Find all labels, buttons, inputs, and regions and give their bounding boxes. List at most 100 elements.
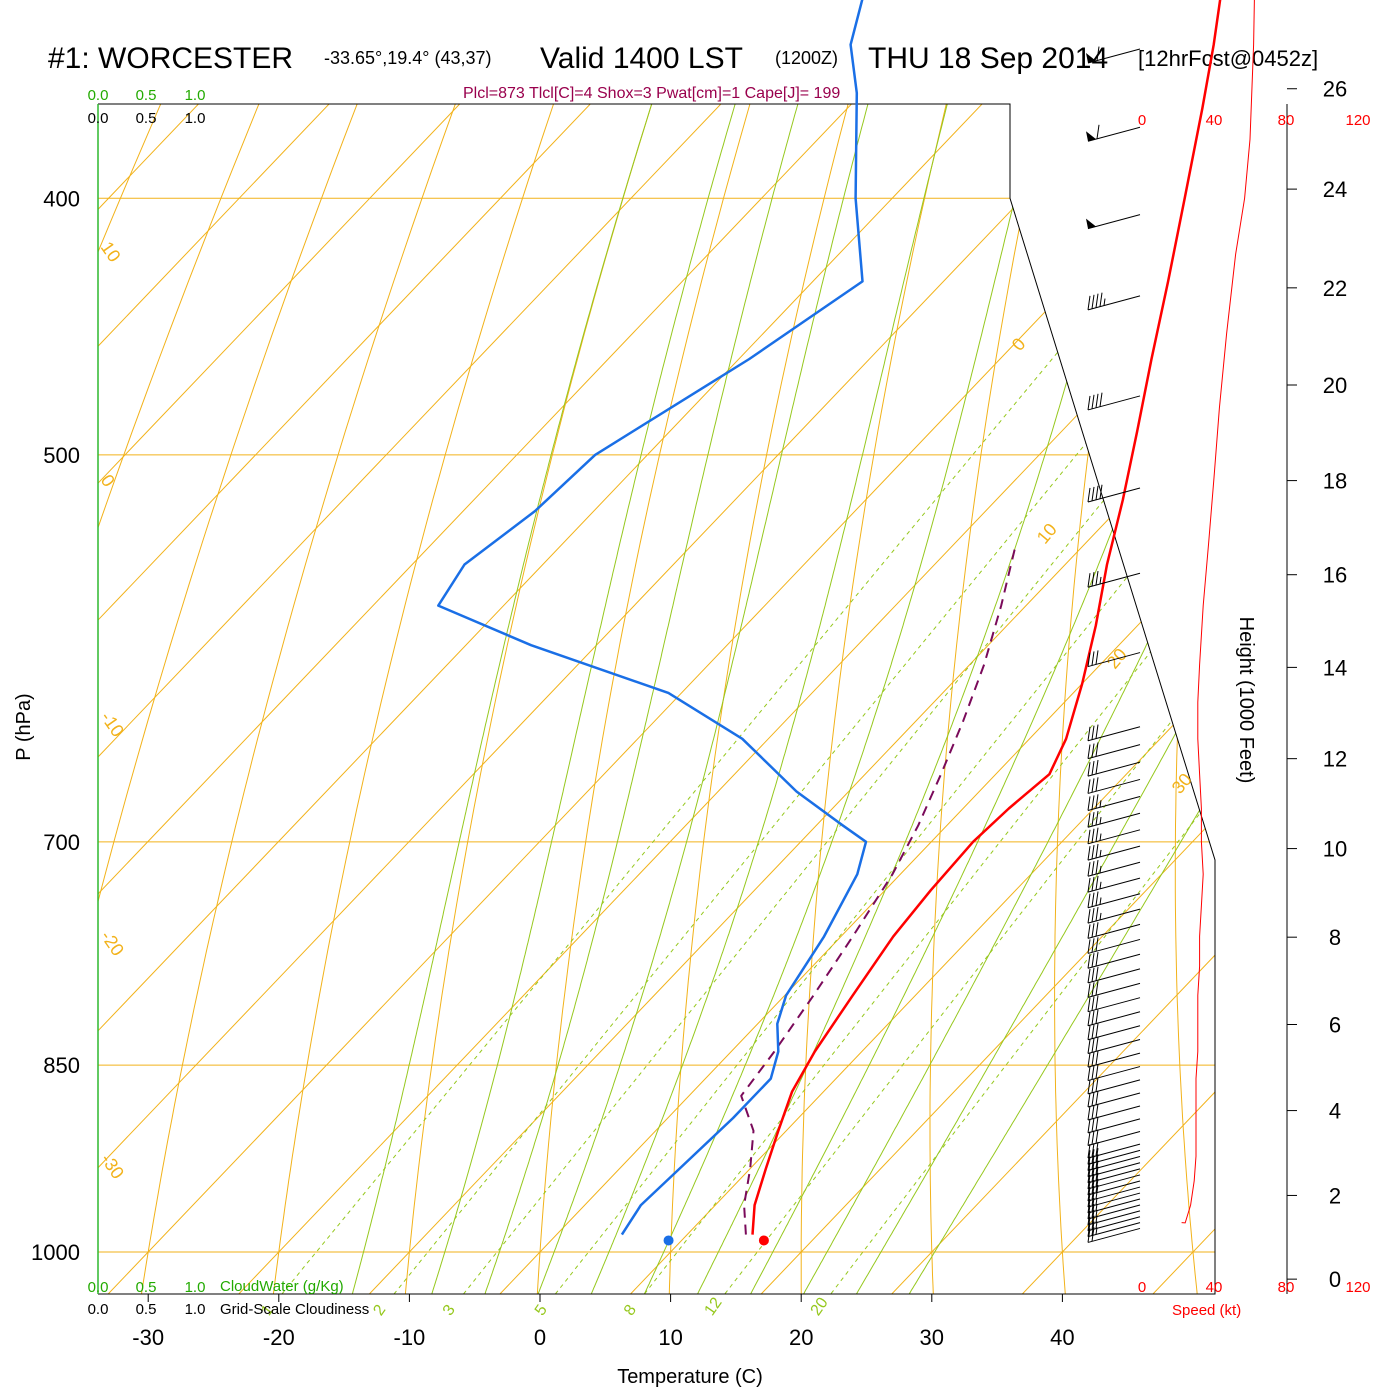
wind-barb-feather bbox=[1095, 1064, 1099, 1079]
temperature-line bbox=[751, 0, 1222, 1235]
station-coords: -33.65°,19.4° (43,37) bbox=[324, 48, 492, 68]
pressure-tick-label: 1000 bbox=[31, 1240, 80, 1265]
wind-barb-feather bbox=[1091, 1203, 1095, 1218]
isotherm-line bbox=[1128, 104, 1215, 1294]
moist-adiabat bbox=[736, 104, 1215, 1294]
dry-adiabat bbox=[1054, 104, 1215, 1294]
moist-adiabat bbox=[475, 104, 895, 1294]
wind-barb-staff bbox=[1087, 487, 1141, 503]
wind-barb-feather bbox=[1095, 1023, 1099, 1038]
wind-barb-staff bbox=[1087, 1011, 1141, 1027]
dry-adiabat bbox=[98, 104, 565, 1294]
isotherm-line bbox=[98, 104, 1215, 1294]
wind-barb-feather bbox=[1095, 650, 1099, 665]
wind-barb-staff bbox=[1087, 1143, 1141, 1159]
wind-barb-feather bbox=[1095, 1077, 1099, 1092]
mixing-ratio-label: 8 bbox=[621, 1302, 640, 1319]
wind-barb-feather bbox=[1095, 875, 1099, 890]
cloudiness-scale-label: 1.0 bbox=[185, 110, 206, 127]
pressure-tick-label: 500 bbox=[43, 443, 80, 468]
wind-barb-feather bbox=[1095, 393, 1099, 408]
forecast-info: [12hrFcst@0452z] bbox=[1138, 46, 1318, 71]
wind-barb-feather bbox=[1095, 724, 1099, 739]
wind-barb-feather bbox=[1087, 1168, 1091, 1183]
cloudwater-scale-label: 0.0 bbox=[88, 87, 109, 104]
wind-barb-feather bbox=[1087, 968, 1091, 983]
wind-barb-feather bbox=[1087, 997, 1091, 1012]
isotherm-label: -30 bbox=[97, 1150, 128, 1183]
wind-barb-feather bbox=[1091, 1038, 1095, 1053]
wind-barb-feather bbox=[1099, 484, 1103, 499]
cloudiness-scale-label: 1.0 bbox=[185, 1301, 206, 1318]
cloudwater-scale-label: 0.0 bbox=[88, 1279, 109, 1296]
wind-barb-feather bbox=[1091, 1155, 1095, 1170]
wind-barb-feather bbox=[1091, 743, 1095, 758]
wind-barb-feather bbox=[1087, 573, 1091, 588]
height-tick-label: 12 bbox=[1323, 747, 1347, 772]
wind-barb-feather bbox=[1091, 938, 1095, 953]
dry-adiabat bbox=[137, 104, 651, 1294]
height-tick-label: 24 bbox=[1323, 177, 1347, 202]
wind-barb-feather bbox=[1091, 908, 1095, 923]
wind-barb-half-feather bbox=[1099, 833, 1102, 841]
wind-barb-feather bbox=[1087, 813, 1091, 828]
wind-barb-feather bbox=[1091, 1161, 1095, 1176]
wind-barb-half-feather bbox=[1099, 800, 1102, 808]
wind-barb-staff bbox=[1087, 982, 1141, 998]
wind-barb-feather bbox=[1095, 827, 1099, 842]
mixing-ratio-label: 12 bbox=[701, 1295, 725, 1319]
wind-barb-half-feather bbox=[1099, 816, 1102, 825]
wind-barb-feather bbox=[1087, 1186, 1091, 1202]
wind-barb-feather bbox=[1096, 46, 1100, 61]
pressure-tick-label: 700 bbox=[43, 830, 80, 855]
wind-barb-feather bbox=[1087, 744, 1091, 759]
isotherm-label: 10 bbox=[97, 238, 125, 266]
height-tick-label: 0 bbox=[1329, 1267, 1341, 1292]
wind-barb-feather bbox=[1095, 1090, 1099, 1105]
isotherm-line bbox=[98, 104, 1215, 1294]
wind-barb-feather bbox=[1087, 939, 1091, 954]
speed-tick-label-bottom: 120 bbox=[1345, 1279, 1370, 1296]
wind-barb-feather bbox=[1087, 893, 1091, 908]
wind-barb-feather bbox=[1095, 966, 1099, 981]
wind-barb-feather bbox=[1091, 996, 1095, 1011]
wind-barb-feather bbox=[1095, 859, 1099, 875]
wind-barb-feather bbox=[1095, 570, 1099, 586]
wind-barb-feather bbox=[1087, 1066, 1091, 1081]
isotherm-line bbox=[98, 104, 1147, 1294]
wind-barb-feather bbox=[1087, 862, 1091, 877]
isotherm-line bbox=[475, 104, 1215, 1294]
mixing-ratio-line bbox=[443, 197, 1215, 1294]
background-grid bbox=[98, 104, 1215, 1294]
mixing-ratio-line bbox=[624, 197, 1215, 1294]
wind-barb-staff bbox=[1087, 395, 1141, 411]
height-tick-label: 16 bbox=[1323, 563, 1347, 588]
wind-barb-half-feather bbox=[1099, 881, 1102, 889]
wind-barb-feather bbox=[1087, 295, 1091, 310]
wind-barb-feather bbox=[1091, 486, 1095, 501]
wind-barb-staff bbox=[1087, 1186, 1141, 1202]
wind-barb-staff bbox=[1087, 861, 1141, 877]
mixing-ratio-line bbox=[373, 197, 1215, 1294]
cloudiness-scale-label: 0.0 bbox=[88, 110, 109, 127]
mixing-ratio-label: 20 bbox=[808, 1295, 832, 1319]
cloudwater-scale-label: 1.0 bbox=[185, 87, 206, 104]
moist-adiabat bbox=[423, 104, 805, 1294]
wind-barb-staff bbox=[1087, 893, 1141, 909]
height-tick-label: 10 bbox=[1323, 837, 1347, 862]
wind-barb-feather bbox=[1087, 954, 1091, 969]
wind-barb-half-feather bbox=[1099, 849, 1102, 857]
x-tick-label: -20 bbox=[263, 1325, 295, 1350]
wind-barb-staff bbox=[1087, 1052, 1141, 1068]
wind-barb-feather bbox=[1087, 1092, 1091, 1108]
wind-barb-half-feather bbox=[1099, 865, 1102, 874]
wind-barb-staff bbox=[1087, 1174, 1141, 1190]
wind-barb-feather bbox=[1099, 292, 1103, 307]
cloudwater-scale-label: 0.5 bbox=[136, 87, 157, 104]
wind-barb-staff bbox=[1087, 1227, 1141, 1243]
isotherm-label: 30 bbox=[1168, 769, 1196, 797]
wind-barb-feather bbox=[1091, 812, 1095, 827]
wind-barb-feather bbox=[1091, 1197, 1095, 1213]
isotherm-label: 10 bbox=[1033, 519, 1061, 547]
wind-barb-feather bbox=[1091, 294, 1095, 309]
